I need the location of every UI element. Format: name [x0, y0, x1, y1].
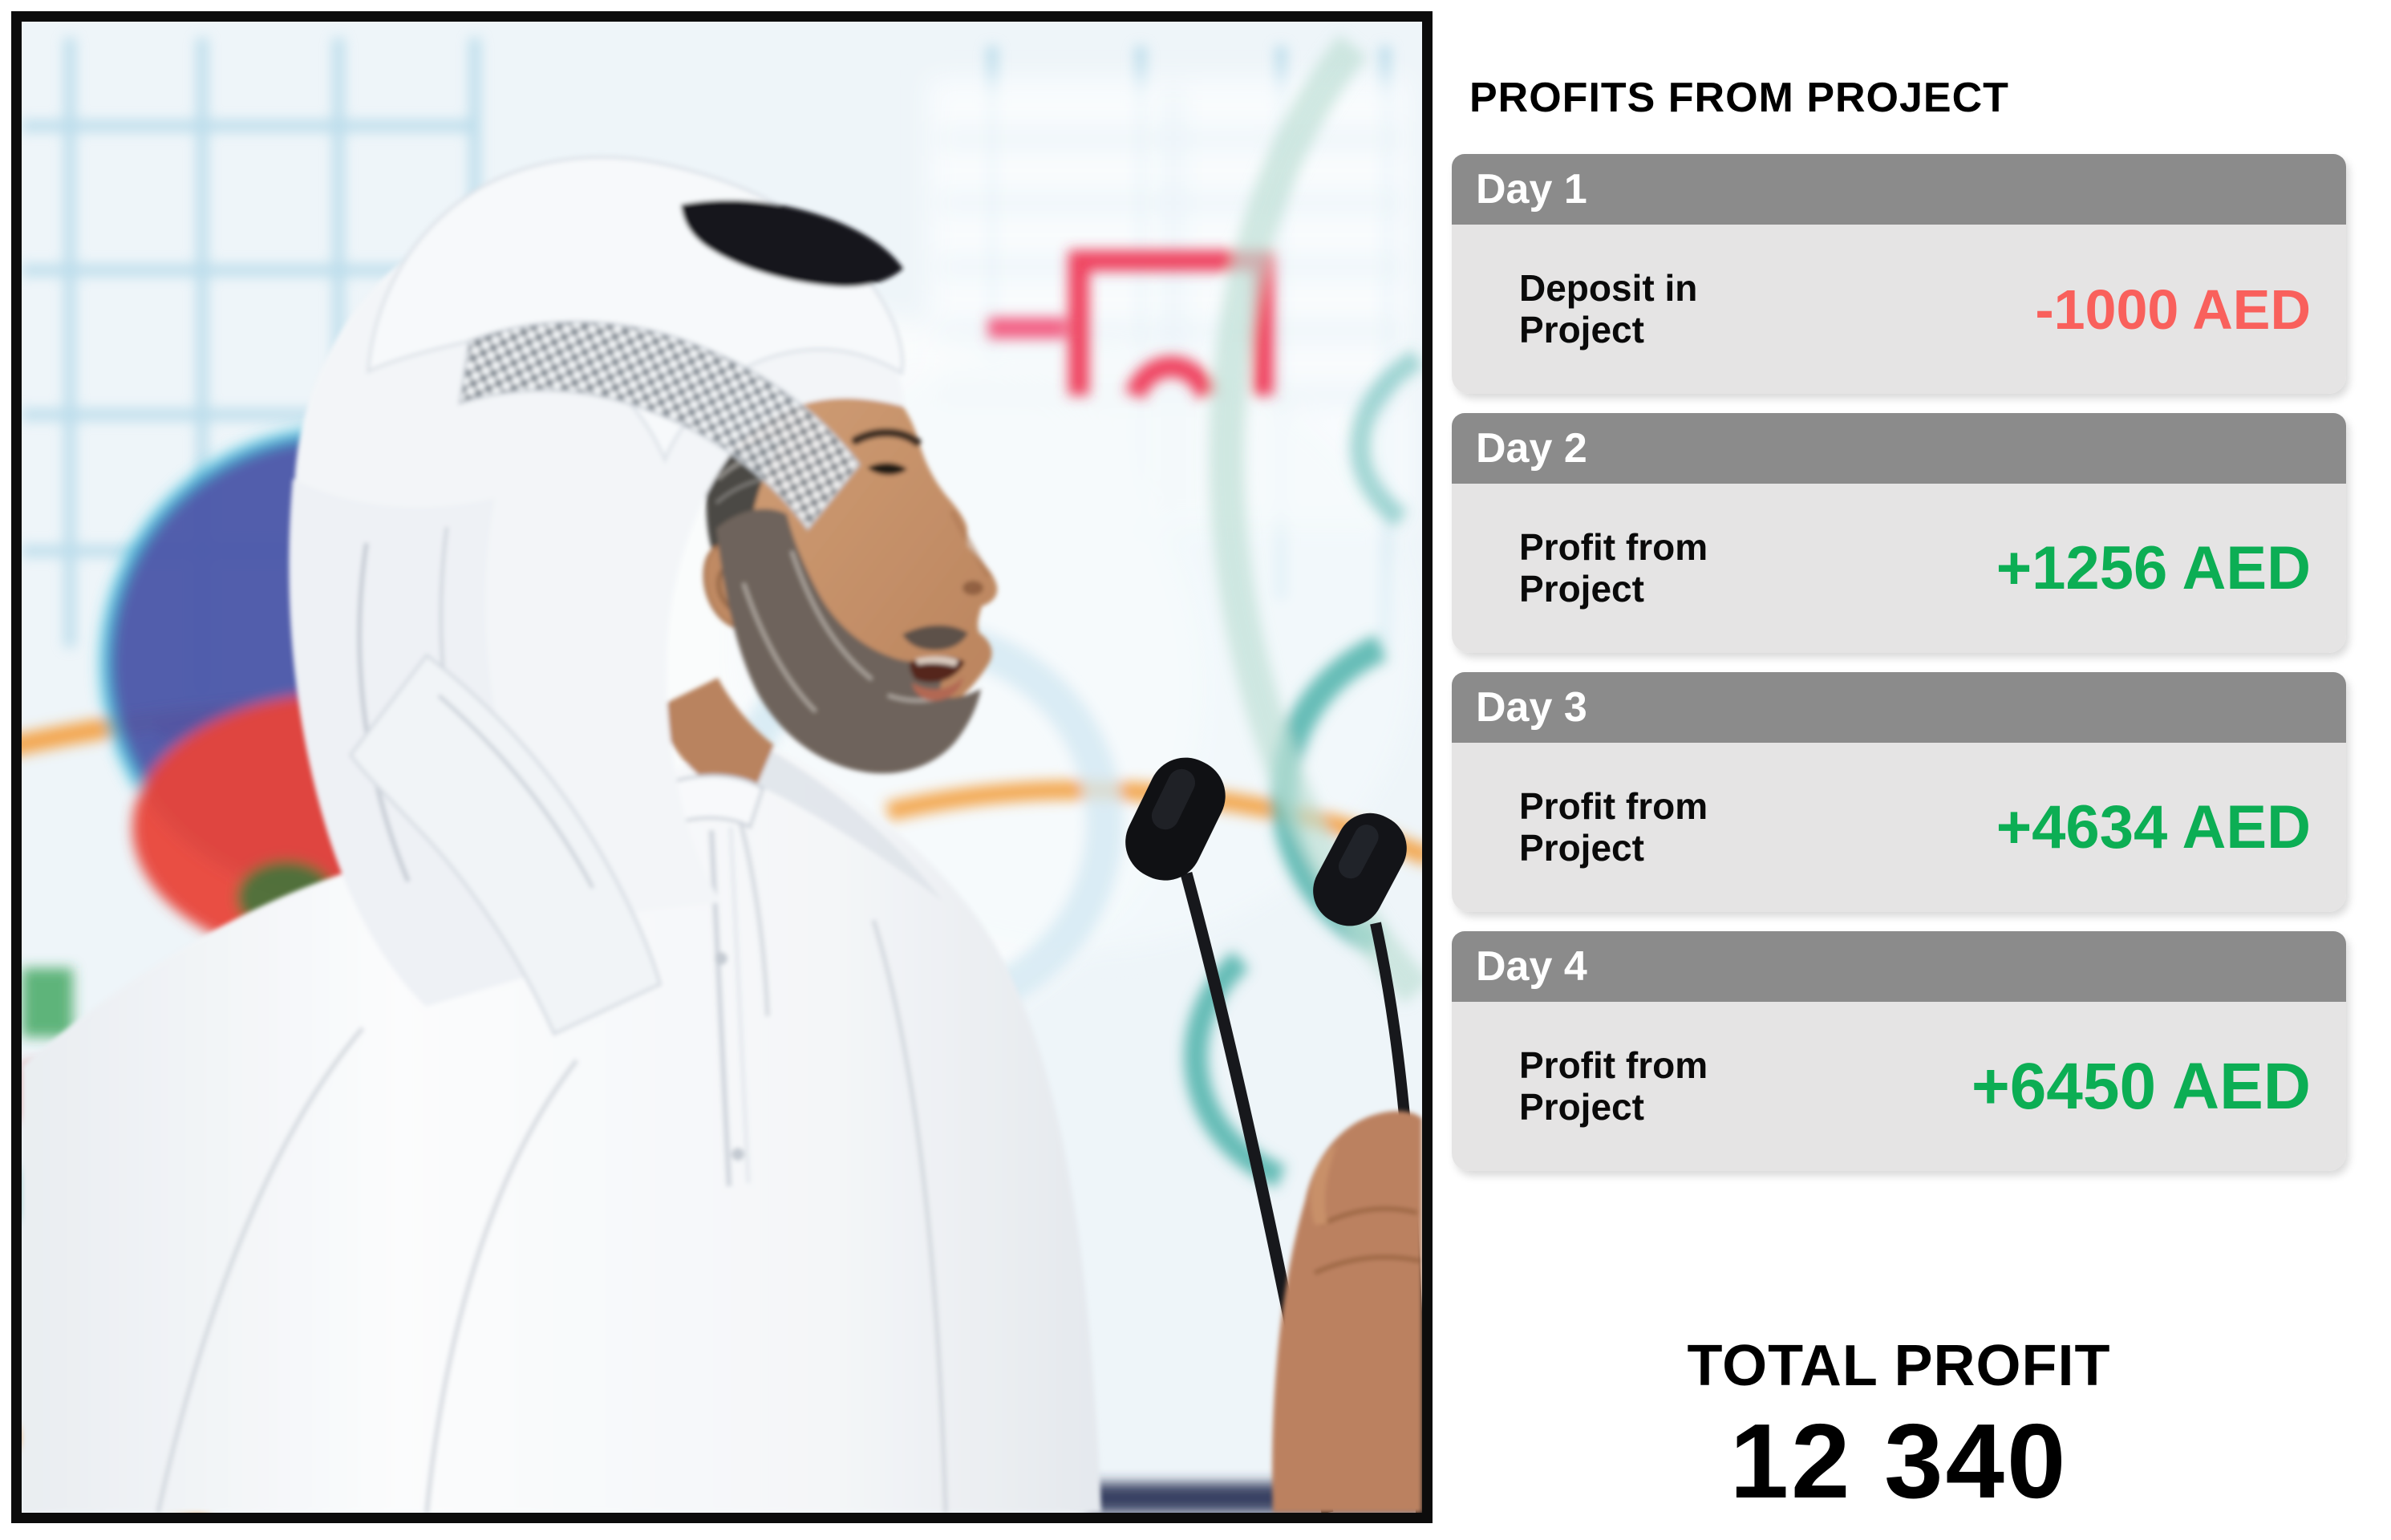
day-4-header: Day 4 — [1452, 931, 2346, 1002]
day-1-amount: -1000 AED — [2035, 278, 2311, 341]
day-3-body: Profit from Project +4634 AED — [1452, 743, 2346, 912]
day-card-3: Day 3 Profit from Project +4634 AED — [1452, 672, 2346, 912]
white-robe — [22, 734, 1101, 1513]
neck — [655, 678, 774, 801]
speaker-figure — [22, 156, 1101, 1513]
profits-panel: PROFITS FROM PROJECT Day 1 Deposit in Pr… — [1452, 0, 2346, 1540]
microphones — [1125, 757, 1422, 1513]
day-card-2: Day 2 Profit from Project +1256 AED — [1452, 413, 2346, 653]
day-card-4: Day 4 Profit from Project +6450 AED — [1452, 931, 2346, 1171]
day-2-description: Profit from Project — [1519, 525, 1708, 610]
day-3-description: Profit from Project — [1519, 784, 1708, 869]
eyebrow — [851, 428, 922, 447]
day-2-body: Profit from Project +1256 AED — [1452, 484, 2346, 653]
day-4-amount: +6450 AED — [1971, 1049, 2311, 1123]
day-4-body: Profit from Project +6450 AED — [1452, 1002, 2346, 1171]
day-1-body: Deposit in Project -1000 AED — [1452, 225, 2346, 394]
day-2-header: Day 2 — [1452, 413, 2346, 484]
red-gate-shape — [988, 250, 1274, 400]
hand — [1272, 1111, 1422, 1513]
total-profit-value: 12 340 — [1729, 1402, 2069, 1520]
ghutra-tail — [348, 653, 663, 1036]
speaker-photo — [11, 11, 1433, 1523]
mustache — [902, 625, 968, 650]
day-3-header: Day 3 — [1452, 672, 2346, 743]
ghutra-mesh-band — [458, 320, 861, 531]
lower-lip — [912, 676, 963, 701]
photo-scene — [22, 22, 1422, 1513]
beard — [716, 509, 981, 774]
day-4-description: Profit from Project — [1519, 1044, 1708, 1128]
day-1-header: Day 1 — [1452, 154, 2346, 225]
ghutra-dark-fold — [681, 200, 903, 287]
page-title: PROFITS FROM PROJECT — [1469, 75, 2009, 121]
total-profit-label: TOTAL PROFIT — [1687, 1334, 2111, 1398]
day-3-amount: +4634 AED — [1996, 793, 2311, 861]
day-1-description: Deposit in Project — [1519, 266, 1698, 351]
eye — [867, 462, 907, 476]
day-2-amount: +1256 AED — [1996, 534, 2311, 602]
day-card-1: Day 1 Deposit in Project -1000 AED — [1452, 154, 2346, 394]
